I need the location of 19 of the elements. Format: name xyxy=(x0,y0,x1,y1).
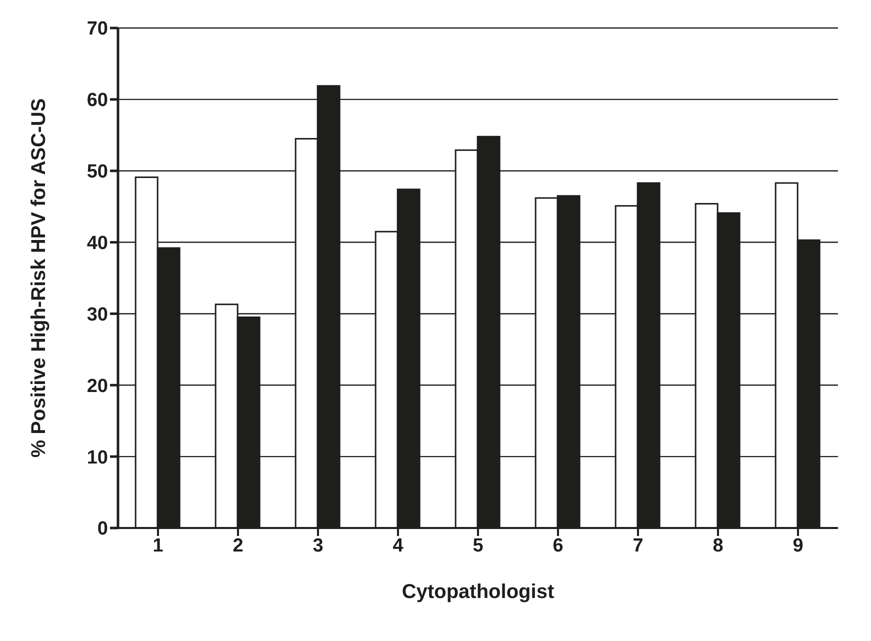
y-axis-title: % Positive High-Risk HPV for ASC-US xyxy=(28,98,50,458)
x-tick-label: 3 xyxy=(312,535,324,556)
x-tick-label: 1 xyxy=(152,535,164,556)
y-tick-label: 50 xyxy=(86,162,108,183)
y-tick-label: 40 xyxy=(86,233,108,254)
x-tick-label: 6 xyxy=(552,535,564,556)
y-tick-label: 0 xyxy=(97,518,108,540)
x-axis-title: Cytopathologist xyxy=(402,581,554,603)
y-tick-label: 70 xyxy=(86,18,108,40)
x-tick-label: 7 xyxy=(632,535,644,556)
x-tick-label: 5 xyxy=(472,535,484,556)
y-tick-label: 10 xyxy=(86,447,108,468)
x-tick-label: 4 xyxy=(392,535,404,556)
y-tick-label: 20 xyxy=(86,376,108,397)
y-tick-label: 60 xyxy=(86,90,108,112)
y-tick-label: 30 xyxy=(86,304,108,326)
x-tick-label: 8 xyxy=(712,535,724,556)
x-tick-label: 2 xyxy=(232,535,244,556)
x-tick-label: 9 xyxy=(792,535,804,556)
